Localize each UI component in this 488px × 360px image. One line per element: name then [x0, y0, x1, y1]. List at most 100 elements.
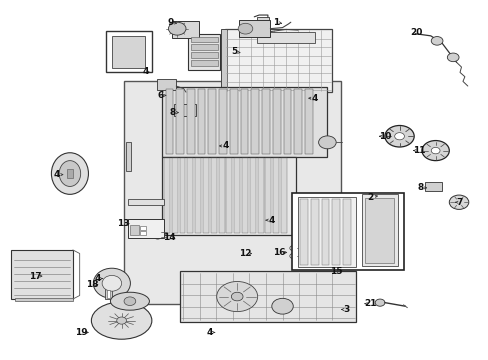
Text: 10: 10 [378, 132, 390, 141]
Bar [257, 17, 269, 26]
Bar [172, 21, 199, 39]
Ellipse shape [154, 234, 161, 239]
Ellipse shape [216, 282, 257, 312]
Bar [305, 89, 312, 154]
Ellipse shape [59, 161, 81, 186]
Bar [179, 158, 185, 233]
Ellipse shape [318, 136, 335, 149]
Bar [240, 89, 248, 154]
Bar [234, 158, 240, 233]
Bar [126, 142, 131, 171]
Bar [197, 89, 205, 154]
Bar [272, 89, 280, 154]
Bar [190, 60, 217, 66]
Ellipse shape [124, 297, 136, 306]
Text: 4: 4 [223, 141, 229, 150]
Text: 4: 4 [142, 67, 149, 76]
Bar [106, 291, 110, 298]
Bar [66, 169, 73, 178]
Ellipse shape [289, 246, 296, 251]
Ellipse shape [430, 37, 442, 45]
Bar [173, 104, 195, 116]
Ellipse shape [384, 126, 413, 147]
Bar [342, 199, 350, 265]
Ellipse shape [51, 153, 88, 194]
Bar [298, 197, 355, 267]
Bar [218, 158, 224, 233]
Bar [187, 158, 193, 233]
Ellipse shape [289, 253, 296, 258]
Text: 18: 18 [86, 280, 99, 289]
Bar [221, 30, 226, 92]
Bar [294, 89, 302, 154]
Bar [161, 157, 295, 234]
Bar [321, 199, 329, 265]
Bar [208, 89, 216, 154]
Bar [188, 35, 220, 69]
Bar [310, 199, 318, 265]
Bar [203, 158, 208, 233]
Bar [273, 158, 279, 233]
Bar [163, 158, 169, 233]
Text: 6: 6 [157, 91, 163, 100]
Bar [238, 21, 270, 37]
Ellipse shape [447, 53, 458, 62]
Bar [190, 44, 217, 50]
Ellipse shape [374, 299, 384, 306]
Bar [140, 226, 146, 230]
Ellipse shape [158, 80, 169, 88]
Bar [292, 193, 404, 270]
Ellipse shape [430, 147, 439, 154]
Bar [105, 31, 152, 72]
Ellipse shape [102, 275, 122, 291]
Bar [186, 89, 194, 154]
Ellipse shape [154, 229, 161, 234]
Bar [171, 158, 177, 233]
Text: 21: 21 [363, 299, 376, 308]
Bar [112, 36, 145, 68]
Bar [300, 199, 307, 265]
Text: 2: 2 [366, 193, 373, 202]
Ellipse shape [110, 292, 149, 310]
Bar [161, 87, 327, 157]
Text: 9: 9 [167, 18, 173, 27]
Bar [361, 194, 397, 266]
Bar [251, 89, 259, 154]
Bar [249, 158, 255, 233]
Bar [128, 199, 163, 205]
Text: 20: 20 [409, 28, 422, 37]
Text: 7: 7 [456, 198, 462, 207]
Ellipse shape [231, 292, 243, 301]
Text: 11: 11 [412, 146, 425, 155]
Text: 4: 4 [95, 274, 101, 283]
Ellipse shape [271, 298, 293, 314]
Ellipse shape [91, 302, 152, 339]
Polygon shape [11, 250, 73, 299]
Bar [219, 89, 226, 154]
Text: 4: 4 [267, 216, 274, 225]
Text: 14: 14 [163, 233, 175, 242]
Ellipse shape [117, 317, 126, 324]
Text: 16: 16 [273, 248, 285, 257]
Ellipse shape [93, 268, 130, 298]
Bar [128, 220, 163, 238]
Bar [229, 89, 237, 154]
Bar [210, 158, 216, 233]
Text: 19: 19 [75, 328, 87, 337]
Bar [283, 89, 291, 154]
Bar [123, 81, 340, 304]
Bar [190, 52, 217, 58]
Bar [195, 158, 201, 233]
Bar [140, 231, 146, 235]
Bar [190, 37, 217, 42]
Text: 8: 8 [169, 108, 175, 117]
Ellipse shape [448, 195, 468, 210]
Text: 3: 3 [343, 305, 349, 314]
Text: 13: 13 [117, 219, 129, 228]
Text: 4: 4 [54, 170, 60, 179]
Bar [226, 158, 232, 233]
Ellipse shape [168, 22, 185, 35]
Bar [424, 182, 441, 191]
Bar [180, 271, 355, 321]
Bar [365, 198, 393, 263]
